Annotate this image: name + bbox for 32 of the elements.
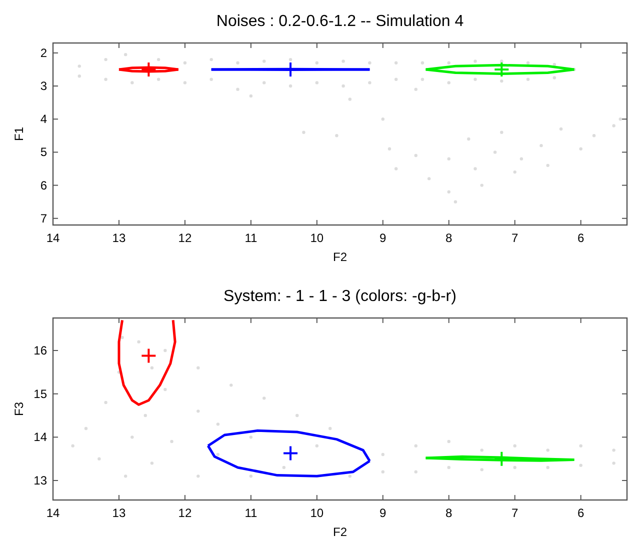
x-tick-label: 6	[577, 506, 584, 520]
x-tick-label: 13	[112, 231, 126, 245]
chart-title: Noises : 0.2-0.6-1.2 -- Simulation 4	[216, 13, 464, 30]
y-axis-title: F3	[12, 402, 26, 416]
x-tick-label: 11	[244, 231, 258, 245]
x-tick-label: 9	[380, 506, 387, 520]
x-axis-title: F2	[332, 525, 348, 539]
x-tick-label: 13	[112, 506, 126, 520]
y-tick-label: 13	[34, 474, 48, 488]
x-tick-label: 8	[446, 506, 453, 520]
x-tick-label: 10	[310, 231, 324, 245]
x-axis-title: F2	[332, 250, 348, 264]
y-tick-label: 3	[40, 79, 48, 94]
x-tick-label: 12	[178, 506, 192, 520]
y-tick-label: 16	[34, 344, 48, 358]
chart-title: System: - 1 - 1 - 3 (colors: -g-b-r)	[224, 288, 456, 305]
x-tick-label: 7	[511, 506, 518, 520]
x-tick-label: 7	[511, 231, 518, 245]
y-axis-title: F1	[12, 126, 26, 142]
x-tick-label: 11	[244, 506, 258, 520]
x-tick-label: 10	[310, 506, 324, 520]
y-tick-label: 5	[40, 145, 48, 160]
x-tick-label: 9	[380, 231, 387, 245]
y-tick-label: 4	[40, 112, 48, 126]
y-tick-label: 14	[34, 430, 48, 444]
y-tick-label: 15	[34, 386, 48, 401]
x-tick-label: 6	[577, 231, 584, 245]
y-tick-label: 6	[40, 178, 48, 192]
x-tick-label: 12	[178, 231, 192, 245]
y-tick-label: 2	[40, 46, 48, 60]
x-tick-label: 8	[446, 231, 453, 245]
y-tick-label: 7	[40, 211, 48, 226]
